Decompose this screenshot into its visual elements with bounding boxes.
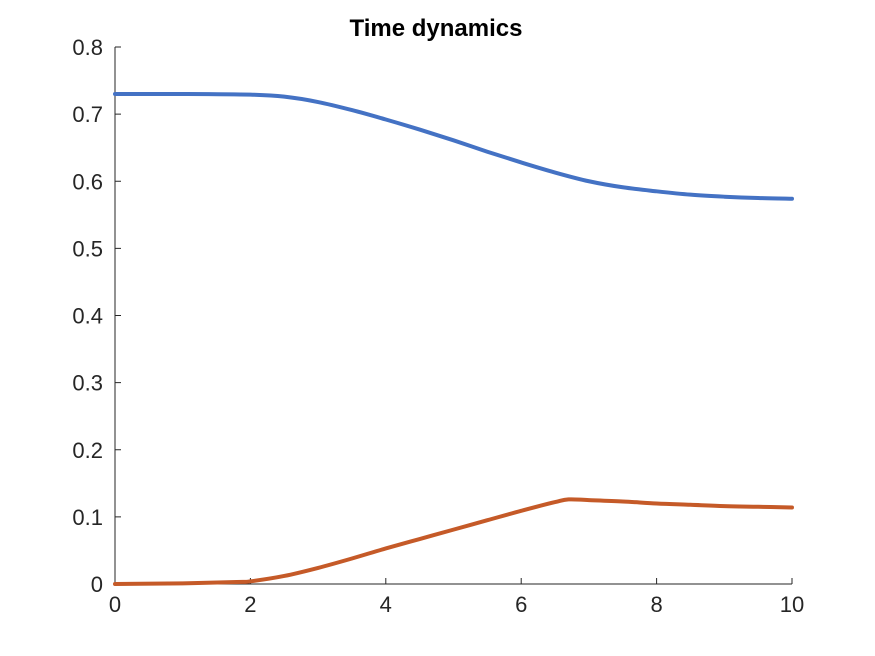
y-tick-label: 0.6 (72, 169, 103, 194)
x-tick-label: 0 (109, 592, 121, 617)
chart-title: Time dynamics (350, 15, 523, 42)
y-tick-label: 0.8 (72, 35, 103, 60)
y-tick-label: 0.7 (72, 102, 103, 127)
y-tick-label: 0.4 (72, 304, 103, 329)
x-tick-label: 8 (650, 592, 662, 617)
y-tick-label: 0.3 (72, 371, 103, 396)
y-tick-label: 0 (91, 572, 103, 597)
y-tick-label: 0.5 (72, 236, 103, 261)
series-group (113, 91, 794, 586)
series-line-2 (113, 497, 794, 586)
x-tick-label: 2 (244, 592, 256, 617)
y-tick-label: 0.1 (72, 505, 103, 530)
x-tick-label: 10 (780, 592, 804, 617)
series-line-1 (113, 91, 794, 201)
x-tick-label: 4 (380, 592, 392, 617)
x-tick-label: 6 (515, 592, 527, 617)
ticks: 0 2 4 6 8 10 0 0.1 0.2 0.3 0.4 0.5 0.6 0.7 0.8 (72, 35, 804, 617)
y-tick-label: 0.2 (72, 438, 103, 463)
